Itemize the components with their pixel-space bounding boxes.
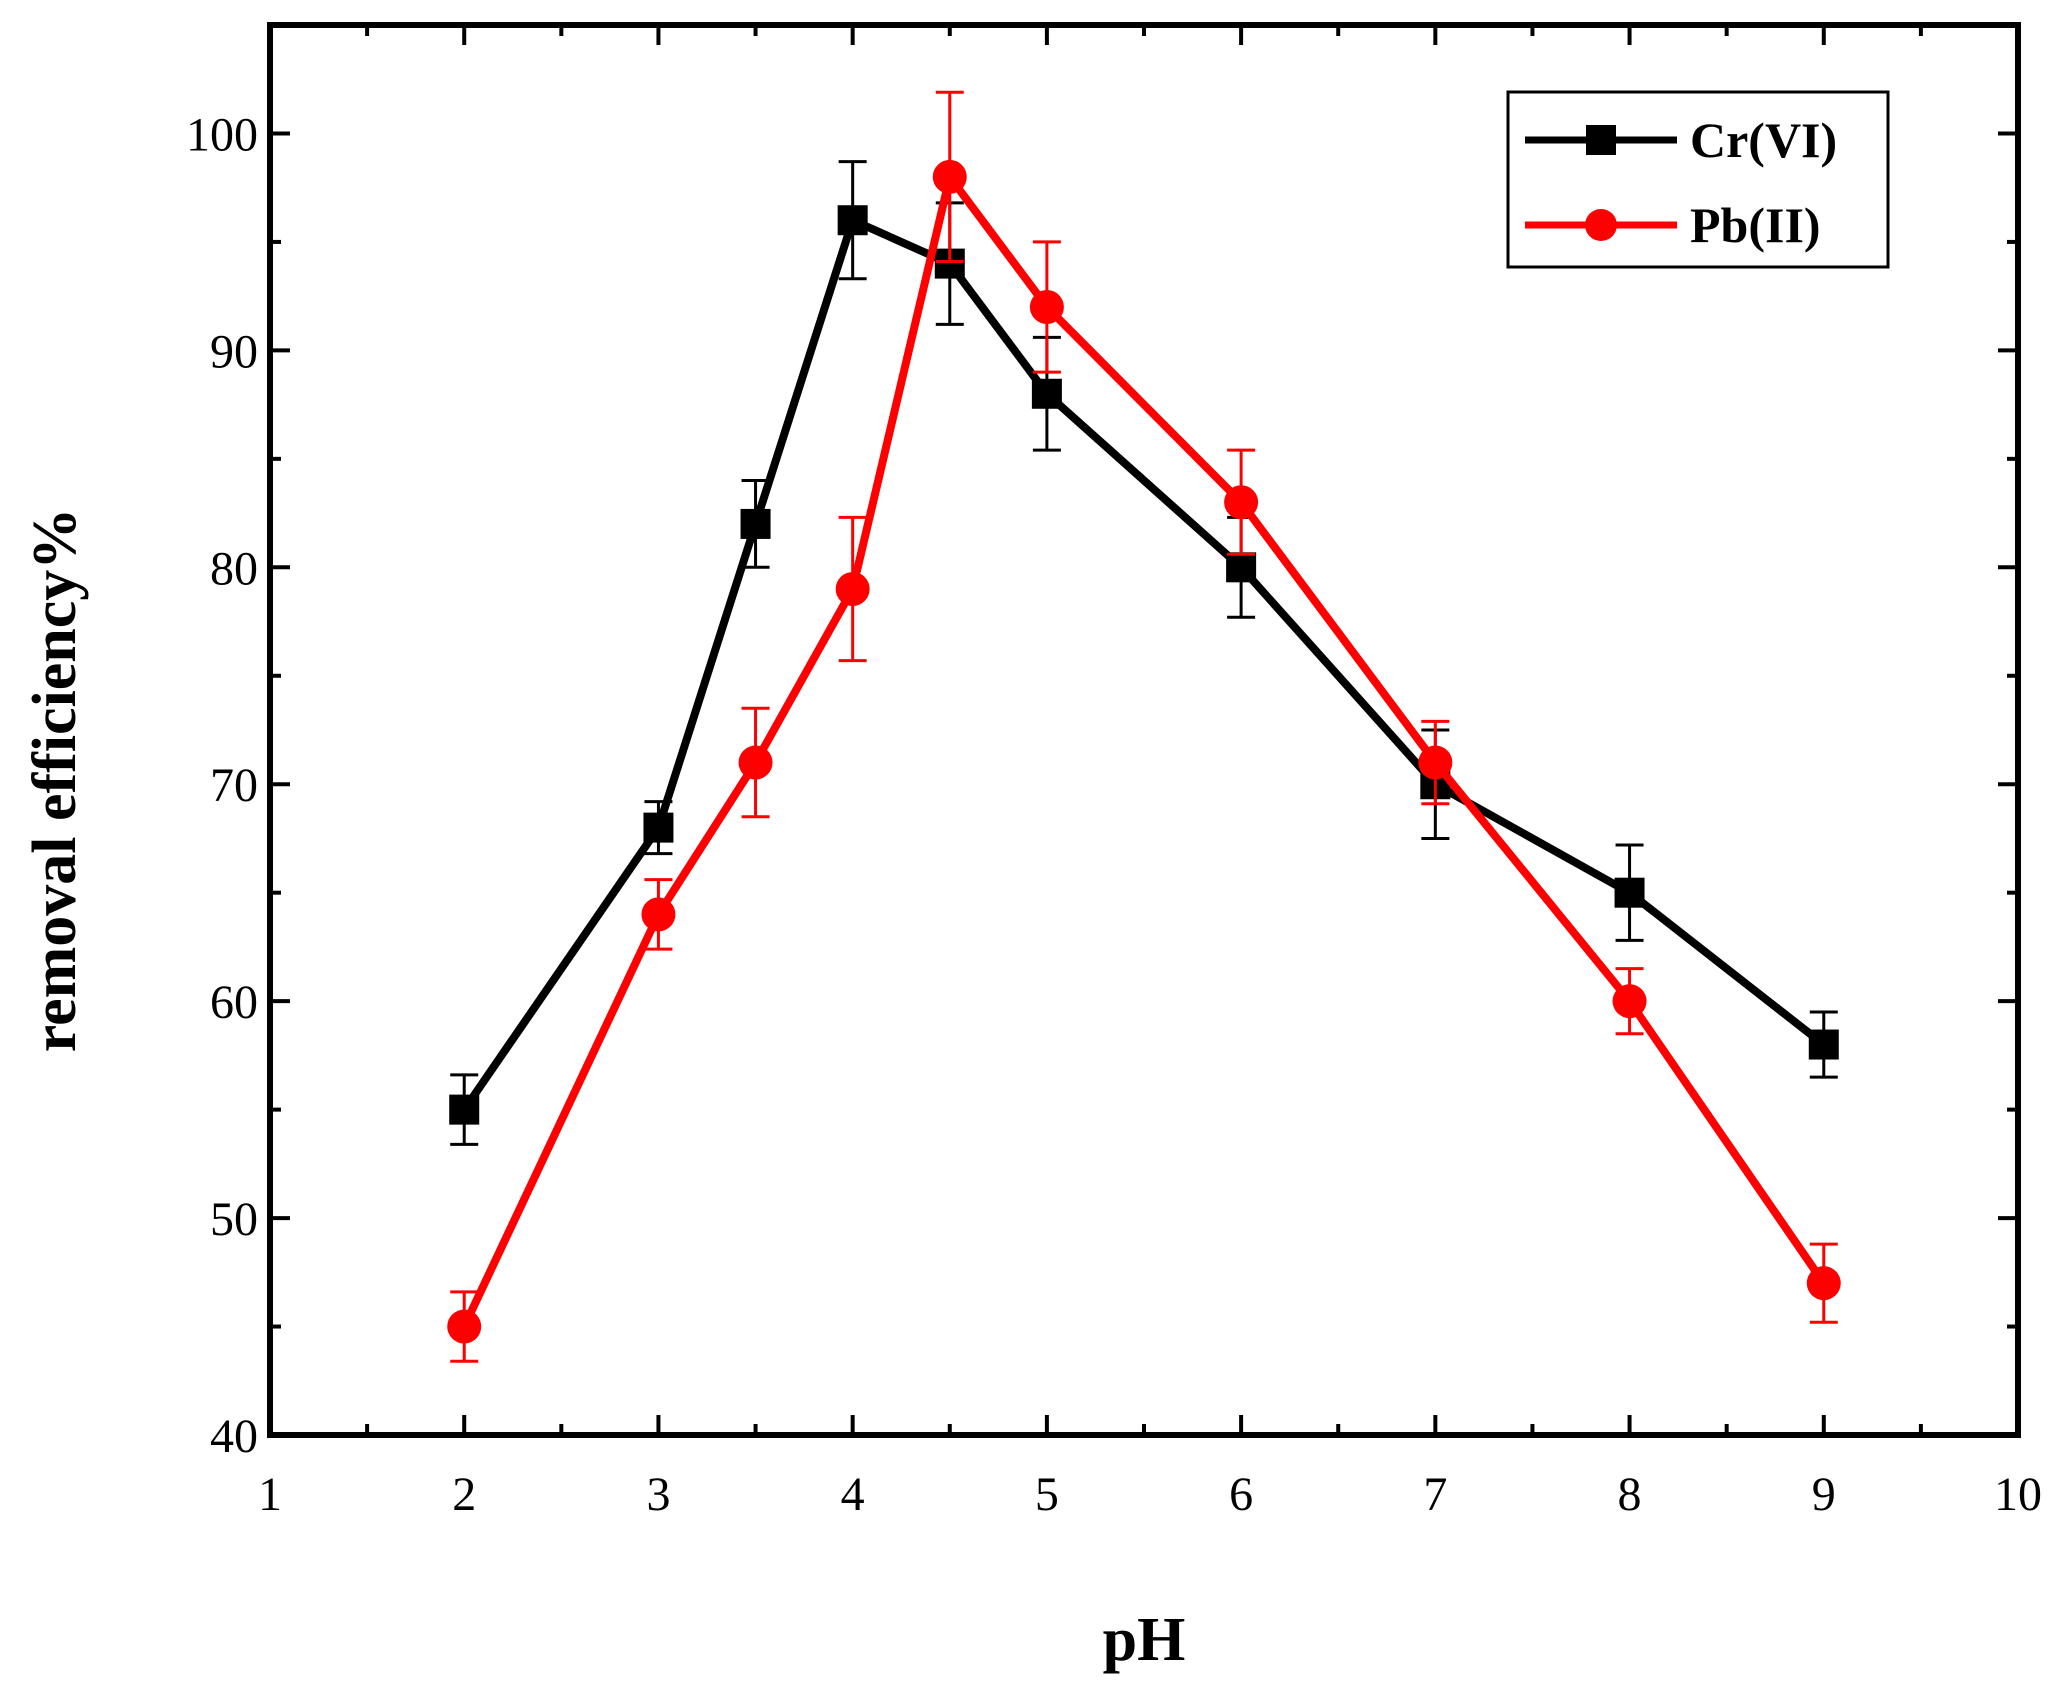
data-point-square [1226,552,1257,583]
x-tick-label: 4 [841,1468,865,1521]
data-point-square [1614,877,1645,908]
y-axis-title: removal efficiency% [21,508,89,1053]
data-point-square [643,812,674,843]
x-tick-label: 1 [258,1468,282,1521]
y-tick-label: 50 [210,1193,258,1246]
legend: Cr(VI) Pb(II) [1506,90,1890,269]
data-point-circle [1418,745,1453,780]
x-axis-title: pH [1103,1606,1186,1674]
data-point-circle [641,897,676,932]
y-tick-label: 70 [210,759,258,812]
data-point-circle [932,159,967,194]
x-tick-label: 2 [452,1468,476,1521]
data-point-square [740,508,771,539]
x-tick-label: 8 [1618,1468,1642,1521]
series-line [460,172,1828,1329]
y-tick-label: 100 [186,108,258,161]
legend-item-cr-vi: Cr(VI) [1525,112,1837,168]
x-tick-label: 6 [1229,1468,1253,1521]
y-tick-label: 60 [210,976,258,1029]
legend-marker-square [1586,125,1616,155]
data-point-square [1808,1029,1839,1060]
data-point-square [837,205,868,236]
ticks-layer: 1 2 3 4 5 6 7 8 9 10 40 50 60 70 80 90 100 [186,25,2042,1521]
series-line [460,216,1827,1112]
data-point-circle [738,745,773,780]
data-point-circle [1806,1266,1841,1301]
legend-item-pb-ii: Pb(II) [1525,197,1821,253]
x-tick-label: 7 [1423,1468,1447,1521]
legend-marker-circle [1585,209,1617,241]
data-point-circle [835,572,870,606]
data-point-circle [1029,290,1064,324]
legend-label: Pb(II) [1690,197,1821,253]
x-tick-label: 9 [1812,1468,1836,1521]
data-point-circle [1612,984,1647,1019]
legend-label: Cr(VI) [1690,112,1837,168]
x-tick-label: 10 [1994,1468,2042,1521]
x-tick-label: 3 [646,1468,670,1521]
data-point-circle [447,1309,482,1344]
x-tick-label: 5 [1035,1468,1059,1521]
data-point-square [449,1094,480,1125]
y-tick-label: 40 [210,1410,258,1463]
series-cr-vi [449,160,1839,1146]
series-layer [447,90,1841,1363]
y-tick-label: 90 [210,325,258,378]
y-tick-label: 80 [210,542,258,595]
series-pb-ii [447,90,1841,1363]
data-point-circle [1224,485,1259,520]
legend-box [1506,90,1890,269]
data-point-square [1031,378,1062,409]
